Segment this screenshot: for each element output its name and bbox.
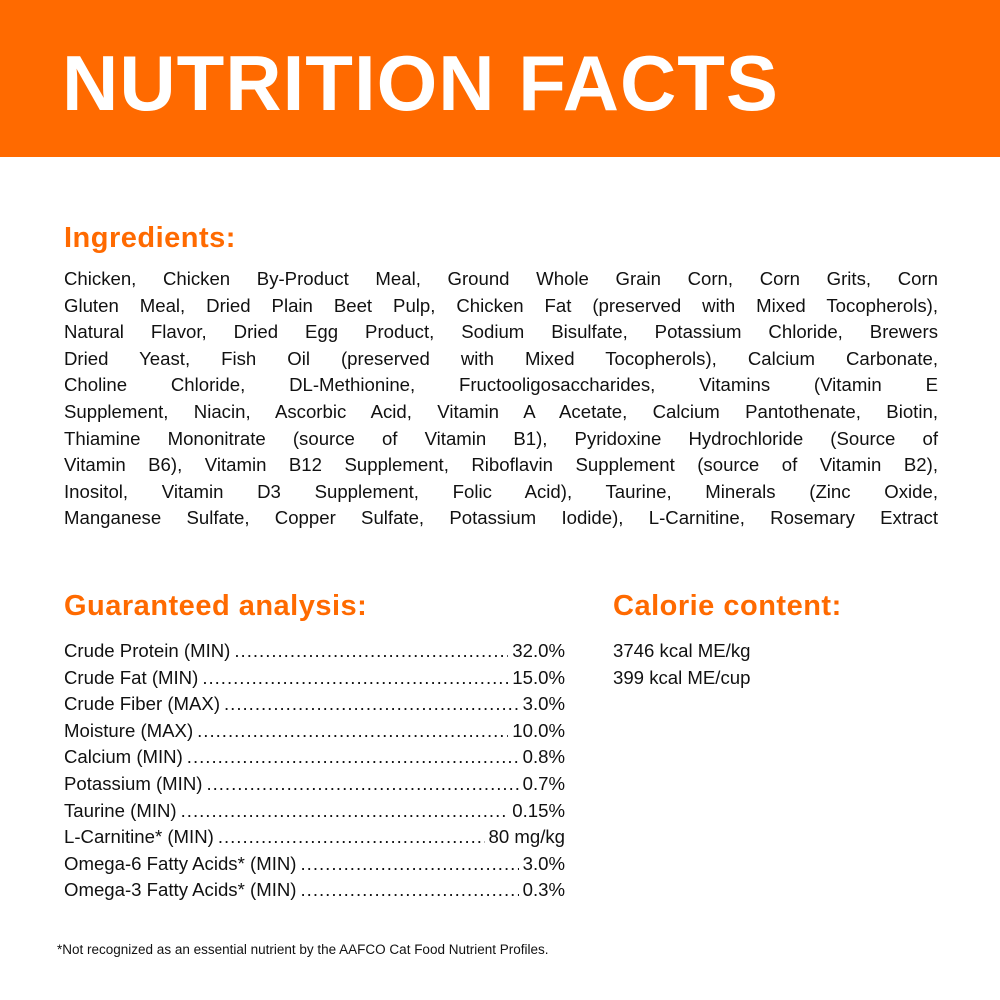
nutrient-label: Taurine (MIN) xyxy=(64,799,177,821)
ingredients-line: Dried Yeast, Fish Oil (preserved with Mi… xyxy=(64,347,938,369)
analysis-row: Moisture (MAX) 10.0% xyxy=(64,718,565,745)
header-banner: NUTRITION FACTS xyxy=(0,0,1000,157)
nutrient-label: Potassium (MIN) xyxy=(64,772,203,794)
ingredients-line: Natural Flavor, Dried Egg Product, Sodiu… xyxy=(64,321,938,343)
analysis-row: Omega-3 Fatty Acids* (MIN) 0.3% xyxy=(64,877,565,904)
ingredients-line: Inositol, Vitamin D3 Supplement, Folic A… xyxy=(64,480,938,502)
ingredients-line: Manganese Sulfate, Copper Sulfate, Potas… xyxy=(64,507,938,529)
dot-leader xyxy=(181,798,509,825)
nutrient-label: L-Carnitine* (MIN) xyxy=(64,826,214,848)
dot-leader xyxy=(300,877,518,904)
nutrient-value: 32.0% xyxy=(512,640,565,661)
ingredients-line: Choline Chloride, DL-Methionine, Fructoo… xyxy=(64,374,938,396)
guaranteed-analysis-table: Crude Protein (MIN) 32.0% Crude Fat (MIN) 1… xyxy=(64,638,565,904)
page-title: NUTRITION FACTS xyxy=(62,39,779,127)
analysis-row: Omega-6 Fatty Acids* (MIN) 3.0% xyxy=(64,851,565,878)
analysis-row: Crude Fiber (MAX) 3.0% xyxy=(64,691,565,718)
nutrient-value: 15.0% xyxy=(512,666,565,688)
analysis-row: L-Carnitine* (MIN) 80 mg/kg xyxy=(64,824,565,851)
ingredients-line: Thiamine Mononitrate (source of Vitamin … xyxy=(64,427,938,449)
dot-leader xyxy=(202,665,508,692)
ingredients-line: Chicken, Chicken By-Product Meal, Ground… xyxy=(64,268,938,289)
analysis-row: Calcium (MIN) 0.8% xyxy=(64,744,565,771)
ingredients-line: Vitamin B6), Vitamin B12 Supplement, Rib… xyxy=(64,454,938,476)
dot-leader xyxy=(234,638,508,665)
calorie-heading: Calorie content: xyxy=(613,590,842,622)
dot-leader xyxy=(206,771,518,798)
dot-leader xyxy=(187,744,519,771)
analysis-heading: Guaranteed analysis: xyxy=(64,590,368,622)
nutrient-value: 3.0% xyxy=(522,852,565,874)
nutrient-value: 80 mg/kg xyxy=(488,826,565,848)
dot-leader xyxy=(197,718,508,745)
analysis-row: Taurine (MIN) 0.15% xyxy=(64,798,565,825)
nutrient-label: Omega-3 Fatty Acids* (MIN) xyxy=(64,879,297,901)
ingredients-heading: Ingredients: xyxy=(64,222,236,254)
dot-leader xyxy=(224,691,519,718)
nutrient-label: Calcium (MIN) xyxy=(64,746,183,768)
analysis-row: Potassium (MIN) 0.7% xyxy=(64,771,565,798)
footnote: *Not recognized as an essential nutrient… xyxy=(57,942,549,957)
nutrient-label: Crude Protein (MIN) xyxy=(64,640,231,661)
dot-leader xyxy=(218,824,485,851)
nutrient-label: Omega-6 Fatty Acids* (MIN) xyxy=(64,852,297,874)
ingredients-line: Supplement, Niacin, Ascorbic Acid, Vitam… xyxy=(64,400,938,422)
nutrient-label: Moisture (MAX) xyxy=(64,719,194,741)
nutrient-value: 0.7% xyxy=(522,772,565,794)
calorie-content: 3746 kcal ME/kg 399 kcal ME/cup xyxy=(613,638,750,691)
analysis-row: Crude Fat (MIN) 15.0% xyxy=(64,665,565,692)
nutrient-value: 0.3% xyxy=(522,879,565,901)
analysis-row: Crude Protein (MIN) 32.0% xyxy=(64,638,565,665)
nutrient-label: Crude Fat (MIN) xyxy=(64,666,199,688)
nutrient-value: 0.8% xyxy=(522,746,565,768)
nutrient-label: Crude Fiber (MAX) xyxy=(64,693,221,715)
nutrient-value: 10.0% xyxy=(512,719,565,741)
nutrient-value: 3.0% xyxy=(522,693,565,715)
nutrient-value: 0.15% xyxy=(512,799,565,821)
calorie-line: 399 kcal ME/cup xyxy=(613,666,751,688)
ingredients-list: Chicken, Chicken By-Product Meal, Ground… xyxy=(64,266,938,532)
ingredients-line: Gluten Meal, Dried Plain Beet Pulp, Chic… xyxy=(64,294,938,316)
dot-leader xyxy=(300,851,518,878)
calorie-line: 3746 kcal ME/kg xyxy=(613,640,751,661)
